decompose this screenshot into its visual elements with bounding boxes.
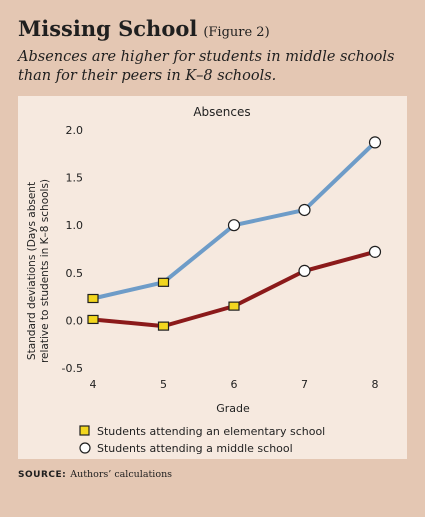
data-point-circle [298,203,311,217]
subtitle-line-2: than for their peers in K–8 schools. [18,68,277,84]
legend: Students attending an elementary school … [79,425,325,455]
plot-area: 2.0 1.5 1.0 0.5 0.0 -0.5 4 5 6 7 8 [62,124,382,391]
legend-label-middle: Students attending a middle school [97,442,293,455]
subtitle-line-1: Absences are higher for students in midd… [18,49,395,65]
data-point-circle [368,136,382,149]
source-note: SOURCE: Authors’ calculations [18,469,172,480]
y-tick-label: 1.0 [66,219,84,232]
y-axis-label-line-1: Standard deviations (Days absent [26,182,38,360]
y-tick-label: 0.0 [66,314,84,327]
source-label: SOURCE: [18,470,67,480]
data-point-circle [368,245,382,258]
figure-reference: (Figure 2) [203,25,270,40]
x-tick-label: 8 [372,378,379,391]
figure-title: Missing School (Figure 2) [18,16,270,41]
data-point-square [157,277,170,287]
y-tick-label: 0.5 [66,267,84,280]
y-axis-label-line-2: relative to students in K–8 schools) [39,179,51,363]
y-tick-label: 1.5 [66,172,84,185]
data-point-square [87,314,99,325]
chart-title: Absences [193,105,250,119]
legend-label-elementary: Students attending an elementary school [97,425,325,438]
chart-panel: Absences Standard deviations (Days absen… [18,96,407,459]
data-point-square [87,293,99,304]
x-tick-label: 5 [160,378,167,391]
x-axis-label: Grade [216,402,250,415]
data-point-square [157,321,170,331]
data-point-circle [227,219,241,232]
data-point-square [228,301,240,311]
legend-square-marker [79,425,90,436]
line-chart: Absences Standard deviations (Days absen… [26,105,382,455]
x-tick-label: 4 [90,378,97,391]
x-tick-label: 7 [301,378,308,391]
source-text: Authors’ calculations [70,469,173,480]
y-tick-label: 2.0 [66,124,84,137]
legend-circle-marker [79,442,91,454]
y-tick-label: -0.5 [62,362,83,375]
x-tick-label: 6 [231,378,238,391]
title-text: Missing School [18,16,198,41]
data-point-circle [298,264,311,277]
figure-subtitle: Absences are higher for students in midd… [18,48,408,86]
